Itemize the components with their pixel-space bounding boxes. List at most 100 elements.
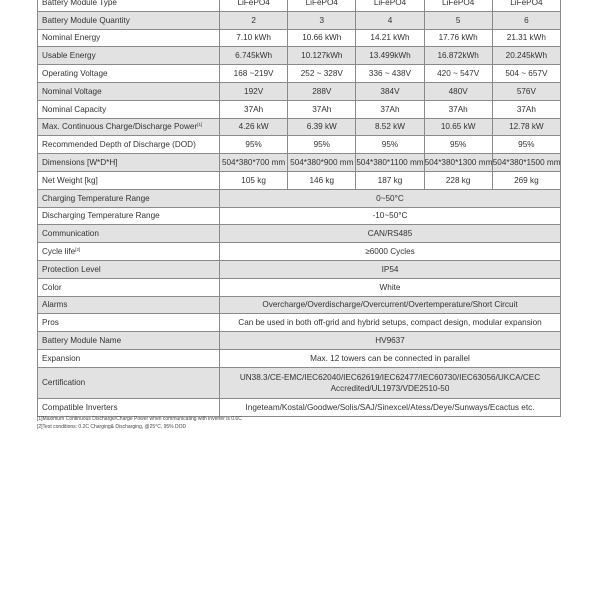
table-cell: 504*380*1100 mm	[355, 153, 425, 172]
row-label: Compatible Inverters	[37, 397, 220, 417]
table-cell: 5	[423, 10, 493, 30]
table-row: Alarms Overcharge/Overdischarge/Overcurre…	[37, 295, 561, 315]
table-cell: 504*380*1500 mm	[491, 153, 562, 172]
row-label-text: Recommended Depth of Discharge (DOD)	[42, 140, 196, 150]
table-cell: 37Ah	[355, 99, 425, 119]
table-row: Nominal Capacity 37Ah 37Ah 37Ah 37Ah 37Ah	[37, 99, 562, 119]
table-cell-merged: Overcharge/Overdischarge/Overcurrent/Ove…	[219, 295, 561, 315]
table-cell: LiFePO4	[287, 0, 357, 12]
table-cell: 8.52 kW	[355, 117, 425, 137]
row-label-text: Usable Energy	[42, 51, 96, 61]
row-label: Net Weight [kg]	[37, 170, 220, 190]
table-row: Certification UN38.3/CE-EMC/IEC62040/IEC6…	[37, 366, 561, 399]
table-row: Dimensions [W*D*H] 504*380*700 mm 504*380*…	[37, 153, 562, 172]
table-cell-merged: Max. 12 towers can be connected in paral…	[219, 348, 561, 368]
table-cell: 504*380*900 mm	[287, 153, 357, 172]
table-cell: 6	[491, 10, 562, 30]
table-row: Protection Level IP54	[37, 259, 561, 279]
table-cell-merged: Can be used in both off-grid and hybrid …	[219, 313, 561, 333]
table-cell: 14.21 kWh	[355, 28, 425, 48]
table-cell: LiFePO4	[218, 0, 289, 12]
table-row: Nominal Voltage 192V 288V 384V 480V 576V	[37, 81, 562, 101]
table-row: Net Weight [kg] 105 kg 146 kg 187 kg 228 kg 2…	[37, 170, 562, 190]
row-label: Charging Temperature Range	[37, 188, 220, 208]
table-cell-merged: IP54	[219, 259, 561, 279]
row-label: Certification	[37, 366, 220, 399]
table-cell: 192V	[218, 81, 289, 101]
row-label-text: Battery Module Quantity	[42, 15, 130, 25]
row-label: Protection Level	[37, 259, 220, 279]
table-cell-merged: UN38.3/CE-EMC/IEC62040/IEC62619/IEC62477…	[219, 366, 561, 399]
row-label-text: Alarms	[42, 300, 68, 310]
table-cell-merged: White	[219, 277, 561, 297]
table-cell: 105 kg	[218, 170, 289, 190]
table-cell: 252 ~ 328V	[287, 64, 357, 83]
row-label: Battery Module Name	[37, 331, 220, 350]
table-cell: 576V	[491, 81, 562, 101]
table-cell: 187 kg	[355, 170, 425, 190]
table-cell: 6.39 kW	[287, 117, 357, 137]
table-cell: 10.66 kWh	[287, 28, 357, 48]
table-cell: 95%	[218, 135, 289, 155]
table-row: Nominal Energy 7.10 kWh 10.66 kWh 14.21 kWh…	[37, 28, 562, 48]
table-cell-merged: HV9637	[219, 331, 561, 350]
row-label-text: Max. Continuous Charge/Discharge Power	[42, 122, 198, 132]
table-cell: 16.872kWh	[423, 46, 493, 66]
table-row: Max. Continuous Charge/Discharge Power[1…	[37, 117, 562, 137]
table-cell: 37Ah	[423, 99, 493, 119]
table-row: Compatible Inverters Ingeteam/Kostal/Good…	[37, 397, 561, 417]
table-cell: 269 kg	[491, 170, 562, 190]
table-cell: 336 ~ 438V	[355, 64, 425, 83]
row-label: Pros	[37, 313, 220, 333]
row-label: Nominal Voltage	[37, 81, 220, 101]
table-cell: 168 ~219V	[218, 64, 289, 83]
row-label: Dimensions [W*D*H]	[37, 153, 220, 172]
row-label-text: Certification	[42, 378, 86, 388]
table-cell: 480V	[423, 81, 493, 101]
row-label: Battery Module Type	[37, 0, 220, 12]
table-cell: 95%	[423, 135, 493, 155]
table-row: Color White	[37, 277, 561, 297]
table-cell: 2	[218, 10, 289, 30]
table-row: Battery Module Name HV9637	[37, 331, 561, 350]
table-row: Charging Temperature Range 0~50°C	[37, 188, 561, 208]
table-row: Expansion Max. 12 towers can be connected…	[37, 348, 561, 368]
table-cell: 146 kg	[287, 170, 357, 190]
table-cell: 37Ah	[218, 99, 289, 119]
table-cell: 13.499kWh	[355, 46, 425, 66]
row-label-text: Compatible Inverters	[42, 402, 118, 412]
table-cell: 504*380*1300 mm	[423, 153, 493, 172]
row-label: Recommended Depth of Discharge (DOD)	[37, 135, 220, 155]
row-label-text: Communication	[42, 229, 99, 239]
table-cell: 288V	[287, 81, 357, 101]
footnotes: [1]Maximum Continuous Discharge/Charge P…	[37, 415, 242, 431]
table-cell: 384V	[355, 81, 425, 101]
table-row: Communication CAN/RS485	[37, 224, 561, 244]
row-label: Cycle life[2]	[37, 242, 220, 261]
row-label-text: Protection Level	[42, 264, 101, 274]
row-label-text: Dimensions [W*D*H]	[42, 158, 118, 168]
table-cell: 12.78 kW	[491, 117, 562, 137]
table-cell: 504*380*700 mm	[218, 153, 289, 172]
table-row: Recommended Depth of Discharge (DOD) 95% 9…	[37, 135, 562, 155]
table-cell: 420 ~ 547V	[423, 64, 493, 83]
row-label-text: Charging Temperature Range	[42, 193, 150, 203]
table-row: Battery Module Quantity 2 3 4 5 6	[37, 10, 562, 30]
table-cell: LiFePO4	[423, 0, 493, 12]
row-label-text: Battery Module Type	[42, 0, 117, 7]
row-label-text: Battery Module Name	[42, 336, 122, 346]
row-label-text: Nominal Voltage	[42, 86, 102, 96]
row-label: Usable Energy	[37, 46, 220, 66]
table-cell: 37Ah	[287, 99, 357, 119]
row-label: Nominal Energy	[37, 28, 220, 48]
table-cell: 10.127kWh	[287, 46, 357, 66]
table-row: Operating Voltage 168 ~219V 252 ~ 328V 336 …	[37, 64, 562, 83]
table-row: Discharging Temperature Range -10~50°C	[37, 206, 561, 226]
footnote-1: [1]Maximum Continuous Discharge/Charge P…	[37, 416, 242, 422]
table-cell: 20.245kWh	[491, 46, 562, 66]
spec-table: Battery Module Type LiFePO4 LiFePO4 LiFePO4…	[37, 0, 562, 417]
table-cell: 228 kg	[423, 170, 493, 190]
table-cell: 7.10 kWh	[218, 28, 289, 48]
row-label: Nominal Capacity	[37, 99, 220, 119]
table-cell: 95%	[355, 135, 425, 155]
